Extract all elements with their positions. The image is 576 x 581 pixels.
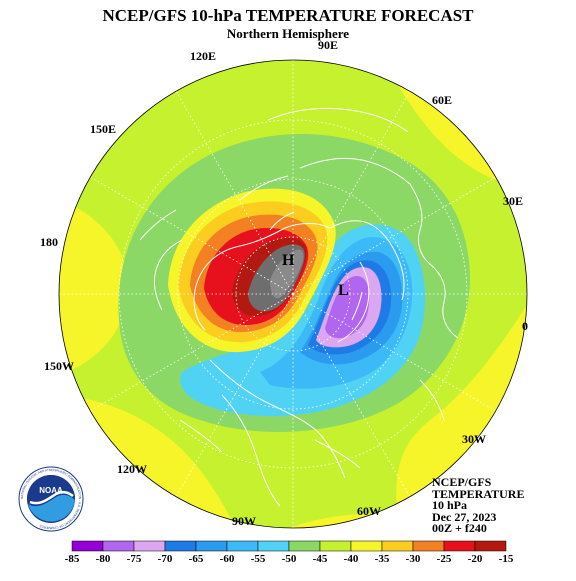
lon-label-60w: 60W	[357, 504, 381, 518]
low-pressure-marker: L	[338, 282, 349, 299]
page-subtitle: Northern Hemisphere	[226, 26, 350, 41]
noaa-logo: NOAA NATIONAL OCEANIC AND ATMOSPHERIC AD…	[18, 466, 84, 532]
info-model: NCEP/GFS	[432, 475, 492, 489]
lon-label-120w: 120W	[117, 462, 147, 476]
lon-label-150w: 150W	[44, 359, 74, 373]
lon-label-90e: 90E	[318, 38, 339, 52]
info-date: Dec 27, 2023	[432, 509, 497, 524]
coastlines	[139, 108, 459, 507]
forecast-info: NCEP/GFS TEMPERATURE 10 hPa Dec 27, 2023…	[432, 475, 525, 535]
lon-label-150e: 150E	[90, 122, 117, 136]
page-title: NCEP/GFS 10-hPa TEMPERATURE FORECAST	[102, 6, 474, 25]
lon-label-120e: 120E	[190, 49, 217, 63]
noaa-logo-text: NOAA	[39, 486, 63, 495]
lon-label-30w: 30W	[462, 432, 486, 446]
lon-label-30e: 30E	[503, 194, 524, 208]
lat-lon-grid	[59, 60, 527, 528]
lon-label-0: 0	[522, 319, 528, 333]
info-cycle: 00Z + f240	[432, 521, 487, 535]
lon-label-60e: 60E	[432, 93, 453, 107]
lon-label-180: 180	[40, 235, 58, 249]
info-level: 10 hPa	[432, 498, 468, 512]
lon-label-90w: 90W	[232, 514, 256, 528]
high-pressure-marker: H	[282, 252, 295, 269]
temperature-field	[59, 60, 527, 528]
info-variable: TEMPERATURE	[432, 486, 525, 501]
